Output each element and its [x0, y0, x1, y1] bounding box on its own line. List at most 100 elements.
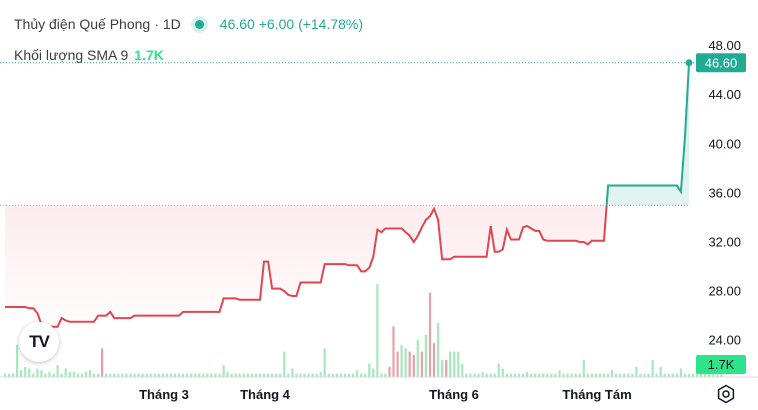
volume-bar	[708, 373, 711, 377]
volume-bar	[194, 373, 197, 377]
volume-legend[interactable]: Khối lượng SMA 9 1.7K	[14, 47, 164, 63]
volume-bar	[246, 373, 249, 377]
volume-bar	[275, 373, 278, 377]
volume-bar	[60, 373, 63, 377]
volume-bar	[198, 373, 201, 377]
volume-bar	[3, 373, 7, 377]
volume-bar	[360, 373, 363, 377]
volume-bar	[299, 373, 302, 377]
volume-bar	[279, 373, 282, 377]
volume-bar	[489, 373, 492, 377]
price-tick-label: 32.00	[708, 235, 741, 250]
volume-bar	[691, 373, 695, 377]
volume-bar	[339, 373, 342, 377]
volume-bar	[80, 373, 83, 377]
volume-bar	[323, 348, 326, 377]
price-change-percent: (+14.78%)	[298, 16, 364, 32]
volume-bar	[517, 373, 521, 377]
volume-bar	[582, 360, 585, 377]
volume-bar	[149, 373, 152, 377]
volume-bar	[97, 373, 100, 377]
volume-bar	[283, 351, 286, 377]
volume-bar	[12, 373, 15, 377]
last-price-dot	[685, 59, 693, 67]
volume-bar	[64, 368, 67, 377]
price-tick-label: 44.00	[708, 87, 741, 102]
volume-bar	[72, 371, 75, 377]
volume-bar	[461, 363, 464, 377]
volume-bar	[16, 344, 19, 377]
volume-bar	[700, 373, 703, 377]
interval-label: 1D	[162, 16, 181, 32]
volume-bar	[343, 373, 347, 377]
volume-bar	[392, 326, 395, 377]
volume-bar	[432, 343, 436, 377]
volume-bar	[404, 348, 407, 377]
volume-bar	[92, 373, 96, 377]
volume-bar	[258, 373, 262, 377]
volume-bar	[88, 370, 92, 377]
volume-bar	[550, 373, 553, 377]
tradingview-logo[interactable]: TV	[19, 322, 59, 362]
last-price: 46.60	[219, 16, 255, 32]
volume-bar	[615, 373, 618, 377]
volume-bar	[623, 373, 626, 377]
volume-bar	[7, 373, 11, 377]
volume-bar	[145, 373, 148, 377]
volume-bar	[117, 373, 120, 377]
volume-bar	[44, 373, 47, 377]
volume-bar	[675, 373, 678, 377]
volume-bar	[173, 373, 177, 377]
volume-bar	[161, 373, 164, 377]
volume-bar	[416, 339, 419, 377]
volume-bar	[218, 373, 221, 377]
last-price-badge: 46.60	[696, 53, 746, 73]
volume-bar	[206, 373, 209, 377]
volume-bar	[570, 373, 573, 377]
volume-badge: 1.7K	[696, 355, 746, 374]
volume-bar	[335, 373, 338, 377]
price-tick-label: 36.00	[708, 185, 741, 200]
time-axis[interactable]: Tháng 3 Tháng 4 Tháng 6 Tháng Tám	[139, 387, 632, 402]
volume-bar	[48, 371, 51, 377]
volume-bar	[254, 373, 257, 377]
volume-bar	[84, 371, 87, 377]
volume-bar	[643, 373, 646, 377]
volume-bar	[602, 373, 606, 377]
volume-badge-text: 1.7K	[708, 357, 735, 372]
volume-bar	[238, 373, 241, 377]
volume-bar	[704, 373, 707, 377]
volume-bar	[234, 373, 237, 377]
volume-bar	[679, 368, 682, 377]
volume-bar	[295, 373, 298, 377]
volume-bar	[347, 373, 351, 377]
symbol-legend[interactable]: Thủy điện Quế Phong · 1D 46.60 +6.00 (+14.7…	[14, 16, 363, 32]
volume-bar	[453, 351, 456, 377]
area-fill-below-reference	[5, 205, 689, 327]
area-fill-above-reference	[606, 62, 689, 206]
time-tick-label: Tháng Tám	[562, 387, 631, 402]
volume-bar	[513, 373, 517, 377]
volume-bar	[497, 363, 500, 377]
price-tick-label: 40.00	[708, 136, 741, 151]
volume-bar	[291, 368, 294, 377]
volume-bar	[639, 373, 642, 377]
volume-bar	[687, 373, 691, 377]
volume-bar	[437, 322, 440, 377]
volume-bar	[574, 373, 577, 377]
price-line-below-reference	[5, 205, 608, 328]
volume-bars	[3, 284, 723, 377]
volume-bar	[202, 373, 205, 377]
time-tick-label: Tháng 3	[139, 387, 189, 402]
gear-icon[interactable]	[716, 384, 736, 404]
price-axis[interactable]: 48.00 44.00 40.00 36.00 32.00 28.00 24.00	[708, 38, 741, 348]
volume-bar	[287, 373, 290, 377]
volume-bar	[663, 373, 666, 377]
volume-bar	[56, 365, 59, 377]
volume-bar	[619, 373, 622, 377]
volume-bar	[501, 368, 504, 377]
volume-bar	[696, 373, 699, 377]
price-tick-label: 48.00	[708, 38, 741, 53]
volume-bar	[509, 373, 512, 377]
